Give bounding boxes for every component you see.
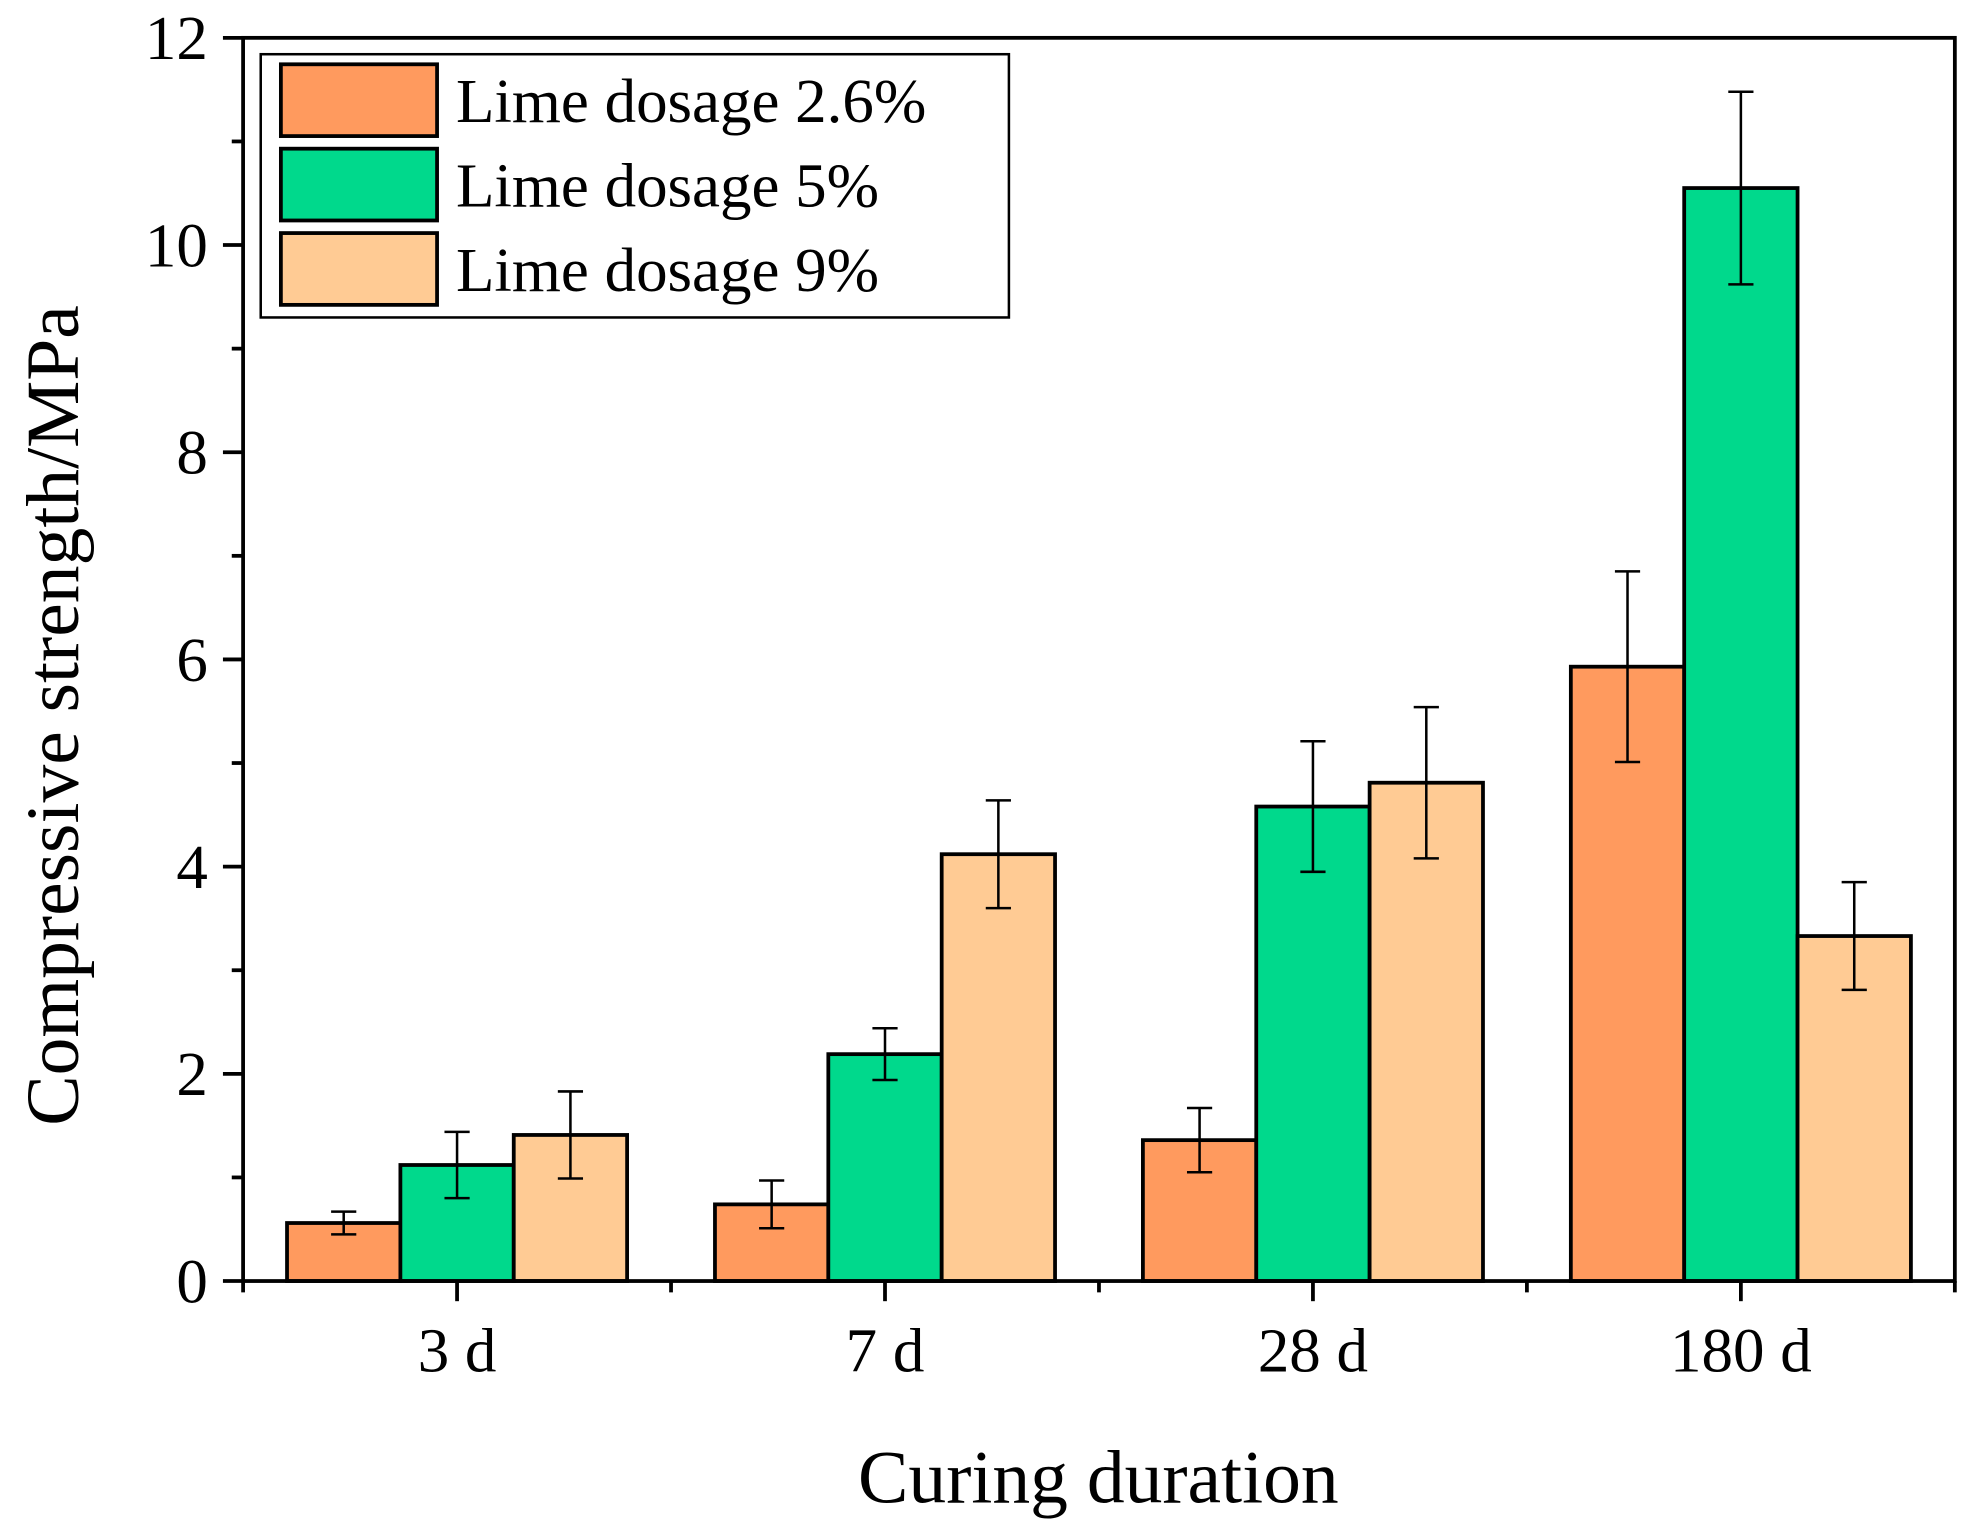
y-axis-label: Compressive strength/MPa: [12, 305, 95, 1126]
x-tick-label: 7 d: [846, 1316, 925, 1386]
legend-swatch: [278, 146, 439, 223]
legend-label: Lime dosage 9%: [456, 235, 879, 305]
bar: [939, 852, 1057, 1283]
bar: [1367, 780, 1485, 1283]
y-tick-label: 6: [176, 625, 207, 695]
bar: [1254, 804, 1372, 1283]
plot-frame: [241, 35, 1957, 1283]
axes-layer: 3 d 7 d 28 d 180 d 0 2 4 6 8 10 12: [145, 3, 1957, 1386]
legend-swatch: [278, 231, 439, 307]
y-tick-label: 8: [176, 418, 207, 488]
x-axis-label: Curing duration: [858, 1437, 1339, 1520]
x-tick-label: 180 d: [1670, 1316, 1812, 1386]
x-tick-label: 28 d: [1258, 1316, 1368, 1386]
legend-label: Lime dosage 2.6%: [456, 66, 926, 136]
legend-label: Lime dosage 5%: [456, 151, 879, 221]
y-tick-label: 10: [145, 210, 208, 280]
y-tick-label: 4: [176, 832, 207, 902]
bars-layer: [285, 90, 1913, 1283]
y-tick-label: 12: [145, 3, 208, 73]
y-tick-label: 2: [176, 1039, 207, 1109]
legend: Lime dosage 2.6% Lime dosage 5% Lime dosag…: [259, 52, 1011, 319]
legend-swatch: [278, 62, 439, 138]
bar: [1795, 934, 1913, 1283]
x-tick-label: 3 d: [418, 1316, 497, 1386]
bar: [1682, 186, 1800, 1283]
bar: [826, 1052, 944, 1283]
y-tick-label: 0: [176, 1246, 207, 1316]
